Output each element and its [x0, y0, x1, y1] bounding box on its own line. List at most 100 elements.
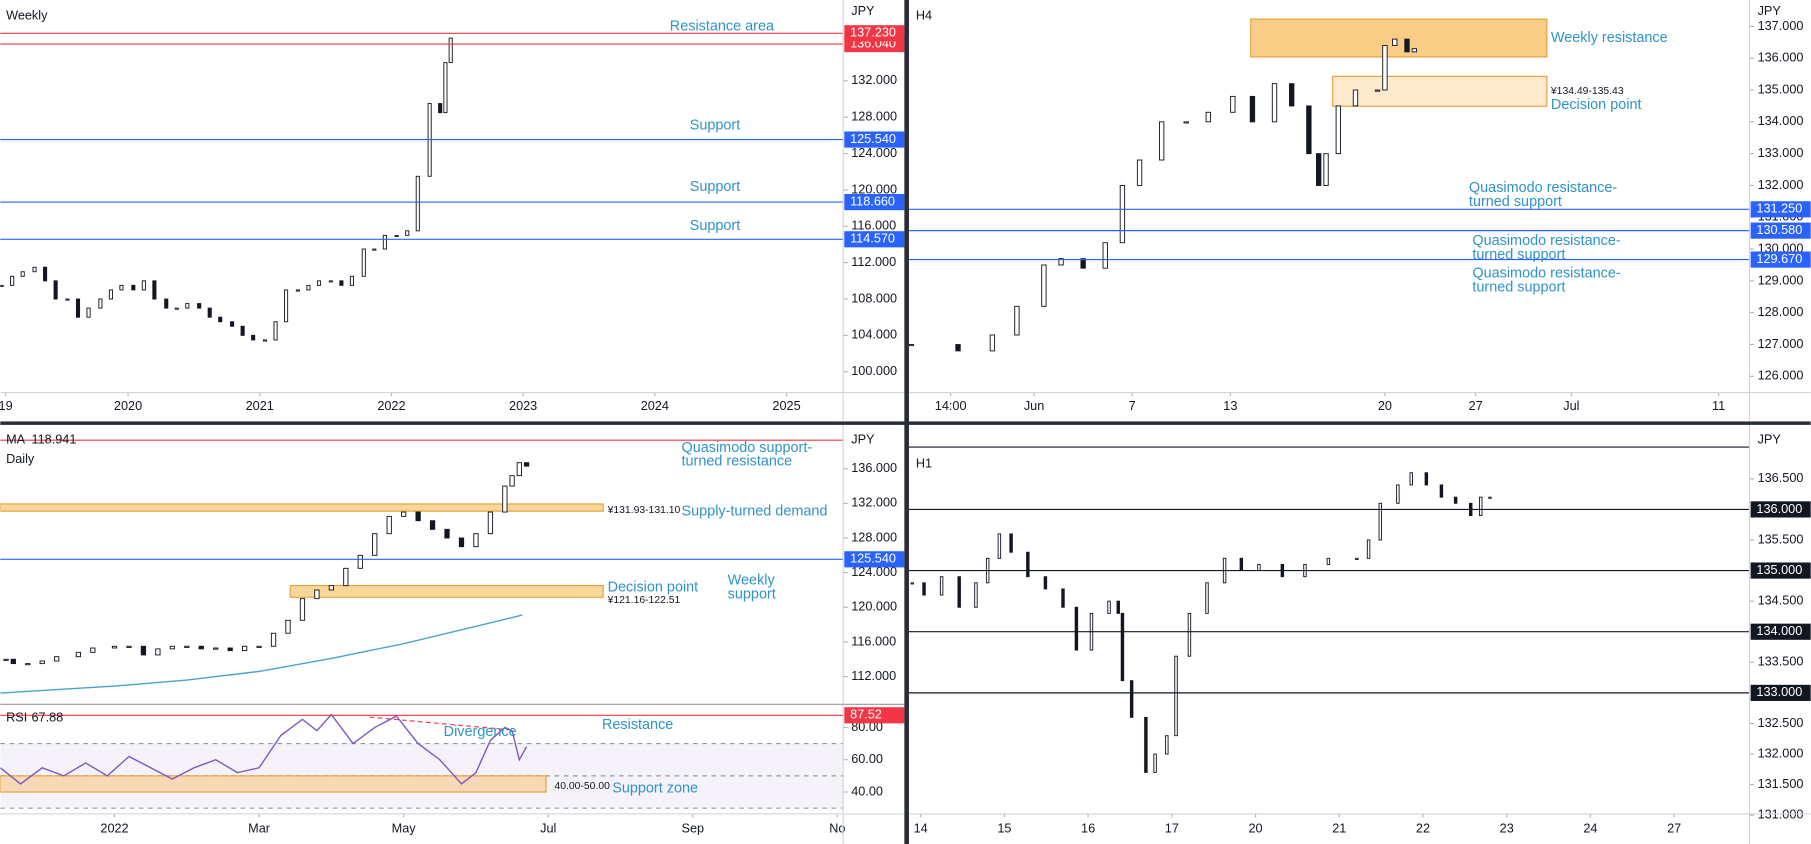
x-tick-label: 7 — [1129, 399, 1136, 413]
level-badge — [1750, 201, 1811, 218]
candle — [1316, 153, 1322, 186]
x-tick-label: 2025 — [772, 399, 800, 413]
charts: 100.000 104.000 108.000 112.000 116.000 120.0… — [0, 4, 1811, 835]
candle — [955, 344, 961, 352]
candle — [908, 344, 915, 347]
candle — [316, 280, 322, 286]
candle — [184, 645, 190, 648]
candle — [1183, 121, 1189, 124]
x-tick-label: 14:00 — [935, 399, 967, 413]
candle — [111, 645, 118, 649]
candle — [262, 339, 268, 342]
y-tick-label: 128.000 — [851, 110, 897, 124]
level-label: 135.000 — [1756, 563, 1802, 577]
candle — [1378, 502, 1383, 541]
candle — [1043, 576, 1048, 590]
candle — [285, 619, 291, 634]
x-tick-label: 2023 — [509, 399, 537, 413]
x-tick-label: 15 — [997, 821, 1011, 835]
y-tick-label: 135.500 — [1758, 532, 1804, 546]
candle — [357, 554, 363, 569]
annotation: Weekly — [728, 573, 776, 589]
candle — [1411, 48, 1418, 53]
candle — [1404, 38, 1410, 53]
candle — [1014, 305, 1020, 336]
candle — [405, 230, 410, 236]
candle — [299, 598, 306, 621]
level-label: 134.000 — [1756, 624, 1802, 638]
zone-label: 40.00-50.00 — [555, 781, 611, 792]
zone — [289, 584, 604, 598]
candle — [1107, 600, 1111, 614]
y-tick-label: 104.000 — [851, 328, 897, 342]
candle — [273, 321, 278, 341]
y-tick-label: 112.000 — [851, 669, 896, 683]
candle — [516, 462, 522, 477]
level-label: 125.540 — [850, 132, 896, 146]
candle — [1119, 185, 1126, 244]
candle — [126, 645, 132, 648]
candle — [1374, 89, 1381, 92]
annotation: turned support — [1472, 247, 1565, 263]
x-tick-label: 2020 — [114, 399, 142, 413]
candle — [1136, 159, 1143, 186]
y-tick-label: 132.000 — [1758, 178, 1804, 192]
candle — [185, 303, 190, 309]
candle — [86, 307, 91, 318]
candle — [198, 645, 204, 650]
x-tick-label: 2022 — [100, 821, 128, 835]
candle — [1323, 153, 1329, 186]
candle — [295, 289, 300, 292]
zone — [1250, 18, 1548, 58]
candle — [1026, 551, 1030, 578]
candle — [1306, 105, 1312, 155]
annotation: Decision point — [1551, 97, 1642, 113]
candle — [974, 582, 978, 608]
zone — [0, 775, 547, 793]
annotation: Quasimodo resistance- — [1469, 180, 1617, 196]
candle — [1205, 111, 1211, 123]
level-label: 114.570 — [850, 232, 895, 246]
annotation: Weekly resistance — [1551, 30, 1668, 46]
candle — [1409, 472, 1413, 486]
x-tick-label: 19 — [0, 399, 13, 413]
candle — [43, 266, 48, 282]
candle — [1165, 735, 1169, 755]
candle — [197, 303, 202, 309]
candle — [444, 528, 450, 539]
x-tick-label: 24 — [1583, 821, 1597, 835]
candle — [1392, 38, 1398, 46]
divider — [0, 421, 1811, 425]
candle — [509, 475, 515, 487]
candle — [372, 248, 377, 251]
candle — [213, 647, 219, 650]
level-badge — [1750, 684, 1811, 701]
level-label: 136.000 — [1756, 502, 1802, 516]
candle — [1102, 242, 1108, 269]
x-tick-label: Mar — [248, 821, 271, 835]
y-tick-label: 134.000 — [1758, 114, 1804, 128]
candle — [487, 511, 494, 535]
candle — [284, 289, 289, 323]
y-tick-label: 137.000 — [1758, 19, 1804, 33]
x-tick-label: No — [829, 821, 845, 835]
candle — [1488, 496, 1492, 499]
candle — [1205, 582, 1209, 614]
candle — [401, 511, 407, 517]
candle — [1144, 716, 1148, 773]
y-tick-label: 135.000 — [1758, 82, 1804, 96]
divergence-line — [369, 716, 509, 731]
x-tick-label: 23 — [1500, 821, 1514, 835]
candle — [1335, 105, 1341, 155]
y-tick-label: 132.000 — [851, 496, 897, 510]
candle — [1271, 83, 1278, 123]
candle — [1366, 539, 1371, 559]
candle — [415, 511, 421, 522]
candle — [1355, 557, 1359, 560]
x-tick-label: 27 — [1667, 821, 1681, 835]
zone-label: ¥121.16-122.51 — [607, 595, 681, 606]
annotation: Decision point — [608, 579, 699, 595]
candle — [415, 175, 420, 232]
candle — [349, 275, 354, 286]
